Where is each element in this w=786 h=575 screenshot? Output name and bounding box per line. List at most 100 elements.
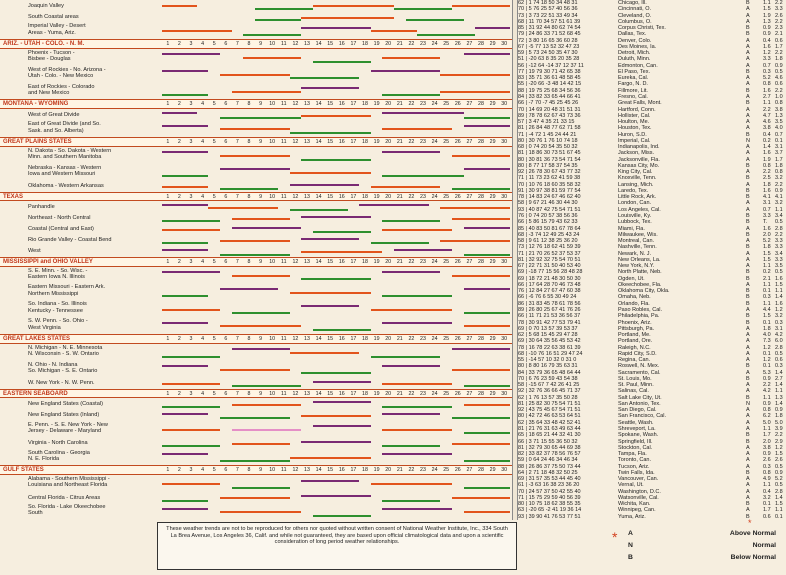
city-numbers: 81 | 21 76 31 63 49 63 44 [518, 426, 581, 433]
trend-bars [162, 449, 510, 466]
city-numbers: 80 | 30 76 1 76 10 74 18 [518, 137, 578, 144]
city-category: A [746, 75, 750, 82]
city-row: 76 | 12 84 27 67 47 60 38 Oklahoma City, … [518, 288, 786, 295]
region-row: Alabama - Southern Mississippi - Louisian… [0, 475, 512, 492]
below-normal-bar [463, 312, 510, 315]
city-numbers: 62 | 35 64 33 48 42 52 41 [518, 419, 581, 426]
city-row: 62 | 35 64 33 48 42 52 41 Seattle, Wash. A… [518, 420, 786, 427]
city-numbers: 63 | -20 65 -2 41 19 36 14 [518, 507, 582, 514]
day-number: 26 [454, 139, 461, 146]
normal-bar [452, 5, 510, 8]
city-value-2: 1.1 [775, 206, 783, 213]
city-value-2: 4.6 [775, 75, 783, 82]
city-row: 91 | 30 97 38 81 59 77 54 Laredo, Tex. B 1.… [518, 188, 786, 195]
day-number: 15 [327, 139, 334, 146]
city-numbers: 78 | 16 78 22 63 38 61 39 [518, 344, 581, 351]
city-value-1: 2.0 [763, 438, 771, 445]
day-number: 5 [212, 41, 216, 48]
city-value-1: 1.5 [763, 256, 771, 263]
day-number: 17 [350, 336, 357, 343]
city-value-2: 2.2 [775, 432, 783, 439]
city-value-2: 1.4 [775, 369, 783, 376]
region-name-line: N. Wisconsin - S. W. Ontario [28, 351, 99, 358]
day-number: 8 [247, 467, 251, 474]
region-name-line: South Carolina - Georgia [28, 449, 90, 456]
city-value-1: 2.1 [763, 275, 771, 282]
day-number: 23 [420, 258, 426, 265]
day-number: 7 [235, 258, 239, 265]
region-row: So. Indiana - So. Illinois Kentucky - Ten… [0, 300, 512, 317]
city-value-1: 0.1 [763, 319, 771, 326]
region-name-line: Phoenix - Tucson - [28, 49, 75, 56]
day-number: 4 [201, 336, 205, 343]
above-normal-bar [312, 401, 371, 404]
region-name-line: Nebraska - Kansas - Western [28, 164, 102, 171]
day-number: 18 [362, 467, 368, 474]
city-row: 69 | 18 72 21 48 30 50 30 Ogden, Ut. B 2.1 1… [518, 276, 786, 283]
day-number: 13 [304, 139, 310, 146]
city-value-2: 2.3 [775, 25, 783, 32]
below-normal-bar [220, 116, 302, 119]
city-category: A [746, 325, 750, 332]
day-number: 21 [396, 101, 403, 108]
city-row: 66 | 11 71 21 53 36 56 37 Philadelphia, P… [518, 313, 786, 320]
city-name: Regina, Can. [618, 357, 651, 364]
day-number-ruler: 1 2 3 4 5 6 7 8 9 10 11 12 13 14 15 16 17 18 19 20 21 22 23 24 2… [162, 139, 510, 146]
city-category: A [746, 350, 750, 357]
city-numbers: 70 | 6 76 23 59 43 54 38 [518, 375, 578, 382]
city-numbers: 76 | 0 74 20 57 38 56 36 [518, 213, 578, 219]
day-number: 26 [454, 336, 461, 343]
trend-bars [162, 300, 510, 317]
city-category: B [746, 100, 750, 107]
city-numbers: 81 | 25 82 30 75 54 71 51 [518, 400, 581, 407]
city-value-1: 0.9 [763, 400, 771, 407]
normal-bar [370, 308, 452, 311]
city-value-2: 4.0 [775, 125, 783, 132]
city-value-1: 1.1 [763, 100, 771, 107]
city-value-1: 4.4 [763, 306, 771, 313]
city-numbers: 86 | 31 83 45 78 61 78 56 [518, 300, 581, 307]
city-row: 93 | 39 90 41 76 53 77 51 Yuma, Ariz. B 0.6… [518, 514, 786, 521]
city-numbers: 69 | -18 77 15 56 28 48 28 [518, 269, 583, 276]
normal-bar [220, 155, 290, 158]
above-normal-bar [475, 26, 510, 29]
city-value-1: 2.6 [763, 457, 771, 464]
city-value-1: 0.1 [763, 288, 771, 295]
region-name-line: South [28, 510, 43, 517]
city-value-1: 4.1 [763, 194, 771, 201]
city-category: B [746, 300, 750, 307]
city-category: B [746, 294, 750, 301]
region-name-line: Iowa and Western Missouri [28, 170, 96, 177]
above-normal-bar [382, 412, 441, 415]
day-number: 9 [259, 193, 263, 200]
city-name: Houlton, Me. [618, 119, 650, 126]
day-number: 19 [373, 41, 380, 48]
city-row: 86 | 31 83 45 78 61 78 56 Orlando, Fla. B 1… [518, 301, 786, 308]
region-name: West of Great Divide [28, 112, 162, 118]
day-number: 21 [396, 390, 403, 397]
city-numbers: 71 | 15 75 29 59 40 56 39 [518, 494, 581, 501]
city-name: Orlando, Fla. [618, 300, 650, 307]
region-row: W. New York - N. W. Penn. [0, 378, 512, 389]
city-category: A [746, 344, 750, 351]
above-normal-bar [382, 271, 441, 274]
city-value-2: 0.5 [775, 350, 783, 357]
city-value-1: 4.9 [763, 476, 771, 483]
normal-bar [440, 240, 510, 243]
city-category: A [746, 112, 750, 119]
above-normal-bar [289, 183, 360, 186]
above-normal-bar [162, 112, 197, 115]
day-number: 4 [201, 41, 205, 48]
day-number: 16 [338, 258, 345, 265]
city-category: A [746, 482, 750, 489]
below-normal-bar [463, 253, 510, 256]
city-row: 69 | 31 57 35 53 44 45 40 Vancouver, Can.… [518, 476, 786, 483]
city-numbers: 88 | 26 86 37 75 50 73 44 [518, 463, 581, 470]
city-value-2: 4.2 [775, 332, 783, 339]
city-name: Little Rock, Ark. [618, 194, 657, 201]
day-number: 13 [304, 258, 310, 265]
region-name-line: S. W. Penn. - So. Ohio - [28, 318, 88, 325]
normal-bar [220, 497, 290, 500]
day-number: 14 [315, 336, 322, 343]
above-normal-bar [162, 124, 209, 127]
